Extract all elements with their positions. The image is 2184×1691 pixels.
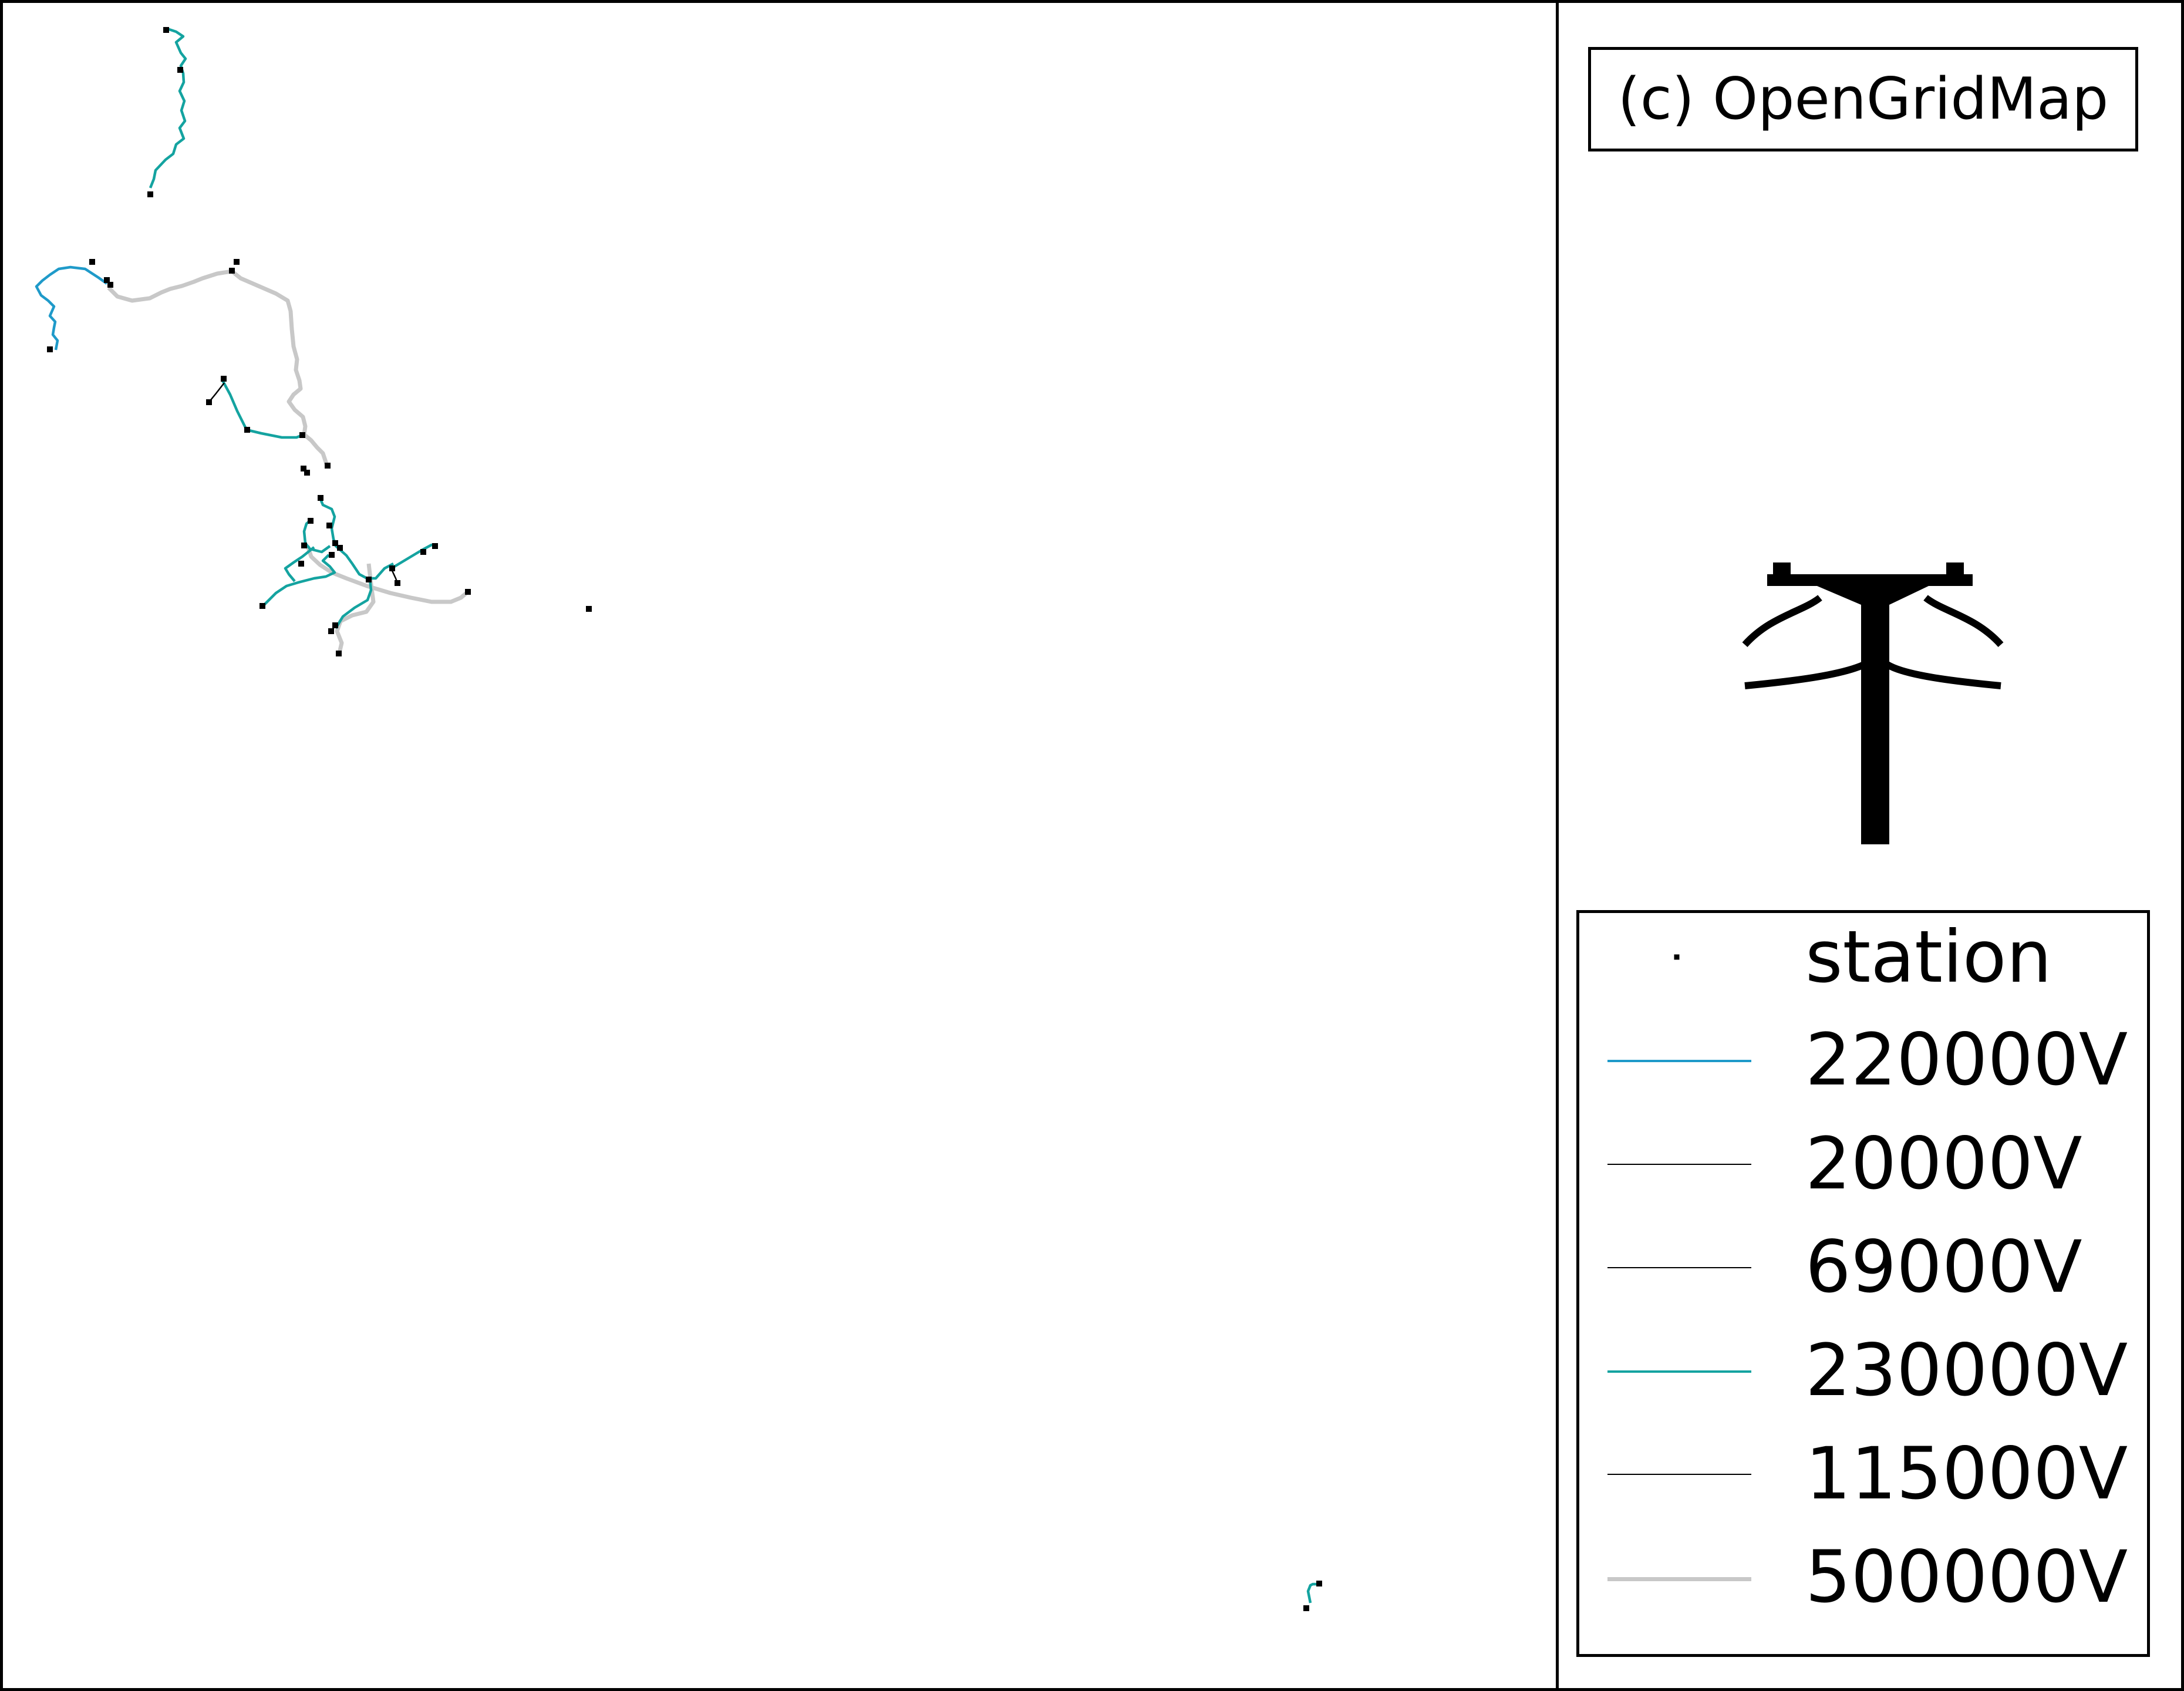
station [389,565,395,571]
station [332,540,338,546]
legend-item-115000v: 115000V [1579,1430,2147,1518]
station [177,67,183,73]
station [107,282,113,288]
station [366,577,372,582]
station [299,432,305,438]
legend-label: 115000V [1805,1432,2128,1515]
legend-swatch [1607,1267,1751,1268]
station [229,268,235,274]
station [244,427,250,433]
line-500000v [305,545,470,604]
line-500000v [107,269,232,303]
station [329,552,335,558]
station [1303,1605,1309,1611]
lines-220000v [35,265,108,351]
legend-swatch [1607,1474,1751,1475]
legend-item-220000v: 220000V [1579,1016,2147,1104]
power-pole-icon [1742,562,2004,844]
station [325,463,331,469]
legend-label: 230000V [1805,1329,2128,1412]
line-230000v [335,578,373,629]
station [326,523,332,528]
side-panel [1556,0,2184,1691]
station [336,651,342,656]
station [259,603,265,609]
line-230000v [221,378,305,439]
legend-item-230000v: 230000V [1579,1326,2147,1414]
line-230000v [392,543,436,568]
stations [47,27,1322,1611]
station [432,543,438,549]
credit-box: (c) OpenGridMap [1588,47,2138,151]
line-220000v [35,265,108,351]
station [332,622,338,628]
line-230000v [149,26,187,188]
station [395,580,400,586]
station [221,376,227,382]
station [586,606,592,612]
station [465,589,471,595]
station [163,27,169,33]
station [337,545,343,551]
line-230000v [302,518,331,554]
legend-label: station [1805,915,2052,999]
legend: station 220000V 20000V 69000V 230000V 11… [1576,910,2150,1657]
legend-label: 20000V [1805,1122,2082,1205]
legend-swatch [1607,1370,1751,1373]
legend-swatch [1607,1060,1751,1062]
lines-500000v [107,269,470,654]
station [206,399,212,405]
station-marker-icon [1674,954,1680,960]
line-500000v [230,270,329,465]
station [420,549,426,555]
station [318,495,323,501]
station [298,561,304,567]
legend-label: 220000V [1805,1018,2128,1101]
legend-swatch [1607,1577,1751,1581]
legend-item-station: station [1579,913,2147,1001]
station [47,346,53,352]
legend-item-500000v: 500000V [1579,1533,2147,1621]
station [89,259,95,265]
line-230000v [1306,1582,1320,1604]
station [301,466,306,471]
legend-item-69000v: 69000V [1579,1223,2147,1311]
station [147,191,153,197]
station [104,277,110,283]
station [328,628,334,634]
lines-230000v [149,26,1320,1604]
line-230000v [262,554,336,607]
credit-text: (c) OpenGridMap [1617,66,2109,133]
legend-item-20000v: 20000V [1579,1120,2147,1208]
legend-label: 69000V [1805,1225,2082,1309]
station [1316,1581,1322,1586]
station [234,259,240,265]
legend-swatch [1607,1164,1751,1165]
station [308,518,314,524]
line-230000v [284,546,315,582]
legend-label: 500000V [1805,1535,2128,1619]
station [301,543,307,548]
station [304,470,310,476]
power-grid-map[interactable] [0,0,1556,1691]
